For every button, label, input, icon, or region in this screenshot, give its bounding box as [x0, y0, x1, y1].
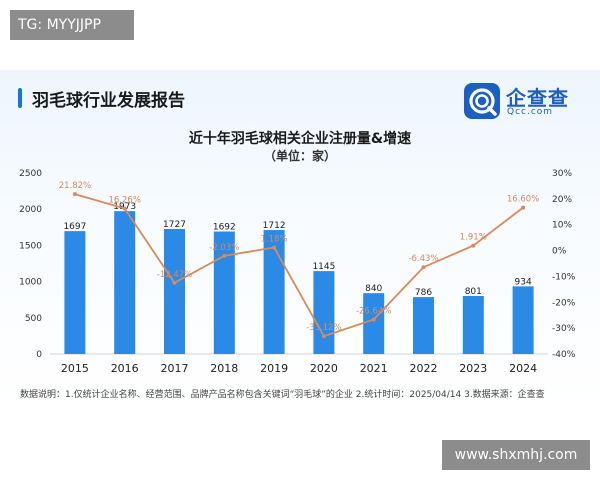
growth-rate-point: [272, 245, 277, 250]
growth-rate-point: [321, 334, 326, 339]
growth-rate-label: 16.60%: [507, 195, 539, 205]
growth-rate-point: [421, 265, 426, 270]
growth-rate-label: 16.26%: [108, 196, 140, 206]
x-tick-label: 2024: [509, 362, 537, 375]
y-left-tick-label: 500: [25, 314, 42, 324]
y-right-tick-label: -20%: [552, 298, 576, 308]
y-right-tick-label: -30%: [552, 324, 576, 334]
bar: [462, 296, 484, 354]
bar: [263, 230, 285, 354]
growth-rate-point: [72, 192, 77, 197]
bar: [512, 286, 534, 354]
watermark-top: TG: MYYJJPP: [10, 10, 134, 40]
growth-rate-point: [222, 253, 227, 258]
growth-rate-point: [521, 205, 526, 210]
x-tick-label: 2023: [459, 362, 487, 375]
growth-rate-point: [471, 243, 476, 248]
bar: [114, 211, 136, 354]
growth-rate-label: 21.82%: [59, 181, 91, 191]
y-right-tick-label: 20%: [552, 195, 572, 205]
report-title: 羽毛球行业发展报告: [32, 91, 185, 111]
bar: [313, 271, 335, 354]
growth-rate-label: 1.18%: [261, 235, 288, 245]
growth-rate-label: -2.03%: [209, 243, 239, 253]
y-left-tick-label: 2000: [19, 205, 42, 215]
report-card: [0, 70, 600, 410]
watermark-bottom: www.shxmhj.com: [442, 440, 590, 470]
bar: [213, 231, 235, 354]
growth-rate-point: [122, 206, 127, 211]
bar-value-label: 840: [365, 284, 382, 294]
bar-value-label: 1692: [213, 222, 236, 232]
y-right-tick-label: -40%: [552, 350, 576, 360]
bar-value-label: 1697: [63, 222, 86, 232]
x-tick-label: 2020: [310, 362, 338, 375]
growth-rate-line: [74, 193, 524, 338]
bar-value-label: 1712: [263, 221, 286, 231]
y-left-tick-label: 2500: [19, 169, 42, 179]
growth-rate-label: 1.91%: [460, 233, 487, 243]
x-tick-label: 2015: [61, 362, 89, 375]
y-left-tick-label: 0: [36, 350, 42, 360]
growth-rate-point: [371, 317, 376, 322]
x-tick-label: 2017: [161, 362, 189, 375]
x-tick-label: 2022: [410, 362, 438, 375]
x-tick-label: 2016: [111, 362, 139, 375]
bar-value-label: 1145: [312, 262, 335, 272]
y-right-tick-label: 30%: [552, 169, 572, 179]
y-left-tick-label: 1000: [19, 278, 42, 288]
qcc-logo-icon: [464, 83, 500, 119]
y-right-tick-label: -10%: [552, 272, 576, 282]
bar: [413, 297, 434, 354]
bar-value-label: 934: [515, 277, 532, 287]
chart-subtitle: （单位：家）: [263, 149, 336, 163]
x-tick-label: 2018: [210, 362, 238, 375]
brand-name: 企查查: [506, 86, 569, 110]
bar: [164, 228, 185, 354]
bar-value-label: 1727: [163, 220, 186, 230]
brand-subtitle: Qcc.com: [507, 107, 554, 117]
growth-rate-label: -12.47%: [157, 270, 192, 280]
growth-rate-label: -26.64%: [356, 306, 391, 316]
bar: [363, 293, 385, 354]
bar: [64, 231, 86, 354]
chart-title: 近十年羽毛球相关企业注册量&增速: [188, 131, 412, 147]
bar-value-label: 801: [465, 287, 482, 297]
growth-rate-label: -6.43%: [408, 254, 438, 264]
x-tick-label: 2021: [360, 362, 388, 375]
bar-value-label: 786: [415, 288, 432, 298]
data-footnote: 数据说明：1.仅统计企业名称、经营范围、品牌产品名称包含关键词“羽毛球”的企业 …: [20, 390, 545, 400]
y-right-tick-label: 10%: [552, 221, 572, 231]
growth-rate-label: -33.12%: [306, 323, 341, 333]
x-tick-label: 2019: [260, 362, 288, 375]
growth-rate-point: [172, 280, 177, 285]
y-left-tick-label: 1500: [19, 241, 42, 251]
title-accent-bar: [18, 88, 22, 108]
y-right-tick-label: 0%: [552, 247, 567, 257]
